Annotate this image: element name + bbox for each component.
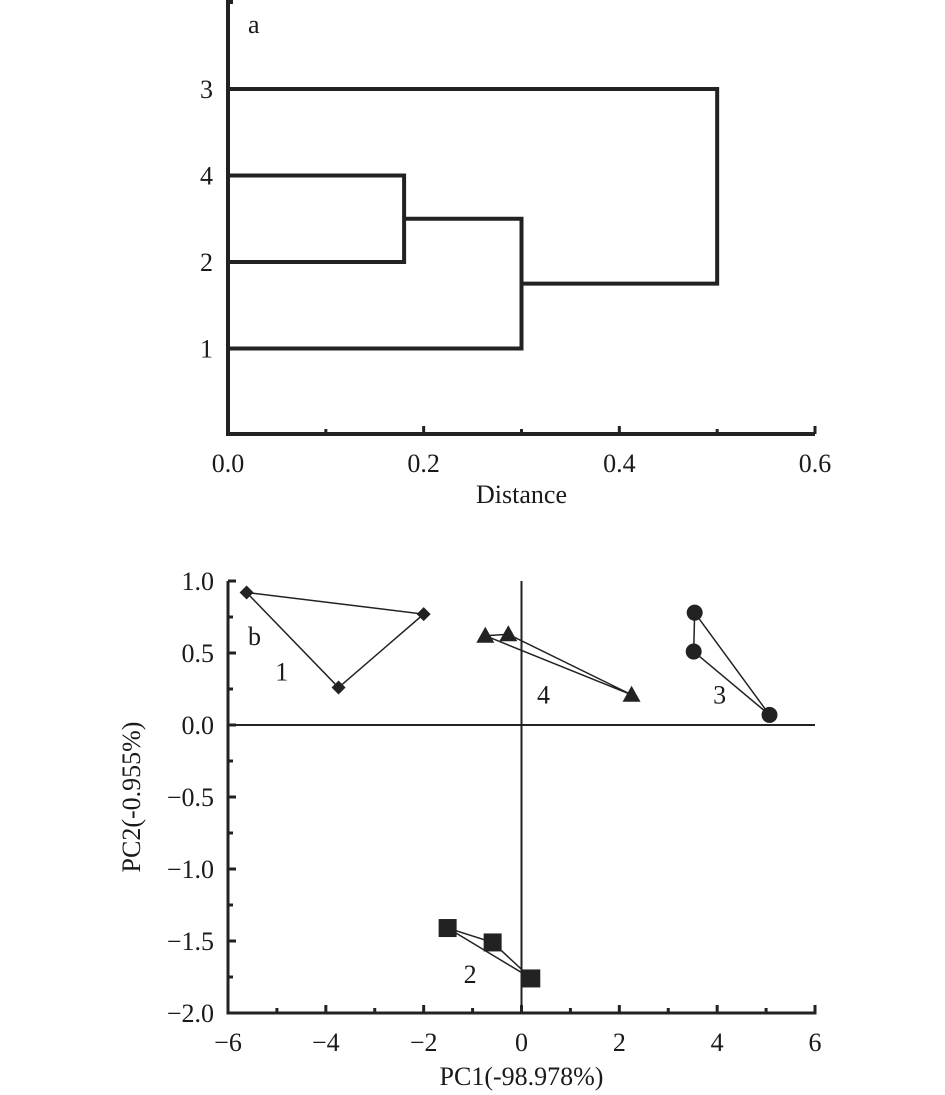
diamond-point (416, 607, 431, 622)
square-point (483, 933, 502, 952)
group-1-hull (244, 591, 426, 689)
x-tick-label-b: 2 (613, 1028, 626, 1057)
group-4-hull (485, 633, 632, 696)
leaf-label: 4 (200, 162, 213, 191)
leaf-label: 2 (200, 248, 213, 277)
circle-point (761, 706, 778, 723)
x-tick-label-b: −6 (214, 1028, 242, 1057)
group-label-2: 2 (464, 960, 477, 989)
diamond-point (239, 585, 254, 600)
x-axis-label-b: PC1(-98.978%) (440, 1062, 604, 1091)
triangle-point (622, 685, 641, 702)
dendrogram-link (228, 216, 524, 351)
leaf-label: 3 (200, 75, 213, 104)
group-3-hull (692, 610, 771, 716)
diamond-point (331, 680, 346, 695)
x-tick-label-b: 0 (515, 1028, 528, 1057)
x-axis-label-a: Distance (476, 480, 567, 509)
x-tick-label-b: −4 (312, 1028, 340, 1057)
dendrogram-link (228, 173, 407, 264)
x-tick-label-b: 6 (809, 1028, 822, 1057)
panel-label-b: b (248, 622, 261, 651)
triangle-point (476, 626, 495, 643)
x-tick-label-a: 0.4 (603, 449, 636, 478)
y-tick-label-b: −1.0 (167, 855, 214, 884)
y-tick-label-b: −2.0 (167, 999, 214, 1028)
group-2-hull (447, 927, 532, 980)
dendrogram-link (228, 87, 720, 286)
x-tick-label-b: 4 (711, 1028, 724, 1057)
group-label-3: 3 (713, 680, 726, 709)
x-tick-label-a: 0.6 (799, 449, 832, 478)
square-point (438, 919, 457, 938)
panel-label-a: a (248, 10, 260, 39)
y-tick-label-b: −1.5 (167, 927, 214, 956)
x-tick-label-a: 0.2 (407, 449, 440, 478)
y-tick-label-b: −0.5 (167, 783, 214, 812)
y-tick-label-b: 0.0 (182, 711, 215, 740)
group-label-4: 4 (537, 680, 550, 709)
y-tick-label-b: 0.5 (182, 639, 215, 668)
x-tick-label-b: −2 (410, 1028, 438, 1057)
leaf-label: 1 (200, 335, 213, 364)
circle-point (685, 643, 702, 660)
y-axis-label-b: PC2(-0.955%) (117, 722, 146, 873)
x-tick-label-a: 0.0 (212, 449, 245, 478)
triangle-point (499, 625, 518, 642)
circle-point (686, 604, 703, 621)
square-point (522, 969, 541, 988)
y-tick-label-b: 1.0 (182, 567, 215, 596)
group-label-1: 1 (275, 657, 288, 686)
